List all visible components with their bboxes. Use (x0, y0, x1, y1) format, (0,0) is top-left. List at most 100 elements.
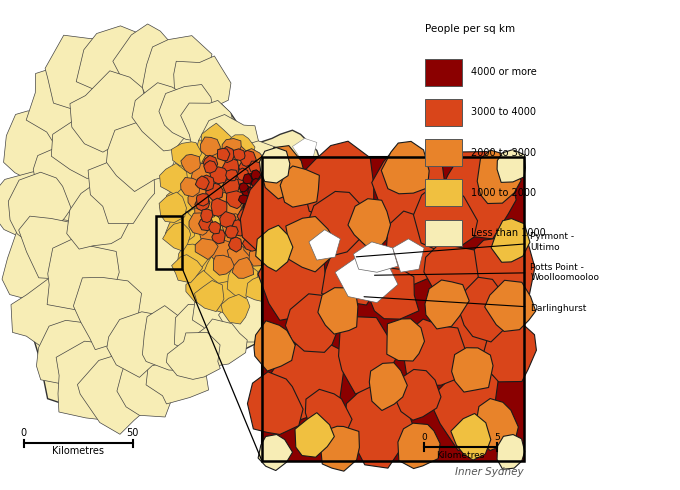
Polygon shape (146, 333, 209, 404)
Polygon shape (369, 363, 407, 411)
Polygon shape (217, 229, 243, 258)
Polygon shape (258, 435, 292, 470)
Polygon shape (491, 219, 530, 262)
Polygon shape (452, 348, 493, 392)
Polygon shape (232, 257, 254, 278)
Polygon shape (243, 203, 252, 212)
Polygon shape (239, 150, 256, 167)
Polygon shape (348, 199, 390, 247)
Polygon shape (262, 200, 274, 215)
Polygon shape (393, 239, 424, 272)
Polygon shape (205, 143, 241, 178)
Polygon shape (387, 319, 424, 361)
Polygon shape (398, 423, 440, 468)
Text: Pyrmont -
Ultimo: Pyrmont - Ultimo (356, 232, 575, 257)
Polygon shape (67, 181, 133, 249)
Polygon shape (88, 153, 154, 223)
Text: 0: 0 (421, 433, 427, 441)
Polygon shape (322, 234, 387, 305)
Polygon shape (202, 155, 228, 180)
Polygon shape (2, 229, 76, 302)
Bar (425, 220, 462, 246)
Polygon shape (209, 221, 220, 234)
Polygon shape (214, 255, 235, 275)
Polygon shape (254, 321, 295, 371)
Polygon shape (276, 171, 301, 191)
Polygon shape (220, 147, 235, 163)
Polygon shape (354, 242, 398, 272)
Polygon shape (242, 236, 260, 251)
Polygon shape (253, 185, 275, 207)
Polygon shape (19, 37, 333, 403)
Polygon shape (195, 196, 210, 211)
Text: Less than 1000: Less than 1000 (471, 228, 545, 238)
Polygon shape (228, 237, 242, 252)
Polygon shape (263, 211, 280, 229)
Polygon shape (222, 139, 241, 156)
Polygon shape (181, 100, 234, 153)
Polygon shape (212, 230, 225, 244)
Polygon shape (107, 312, 172, 377)
Polygon shape (256, 186, 264, 196)
Polygon shape (188, 187, 209, 210)
Polygon shape (280, 187, 309, 220)
Polygon shape (181, 154, 201, 174)
Polygon shape (194, 280, 224, 312)
Polygon shape (210, 167, 228, 184)
Polygon shape (11, 278, 83, 351)
Polygon shape (305, 390, 352, 442)
Polygon shape (372, 148, 445, 228)
Bar (262, 157, 524, 461)
Polygon shape (258, 210, 270, 221)
Polygon shape (271, 203, 316, 255)
Polygon shape (255, 195, 273, 213)
Polygon shape (386, 211, 448, 288)
Polygon shape (321, 426, 360, 471)
Polygon shape (252, 170, 268, 187)
Polygon shape (262, 248, 291, 277)
Polygon shape (318, 288, 358, 334)
Polygon shape (254, 257, 301, 298)
Polygon shape (199, 223, 222, 249)
Polygon shape (220, 212, 236, 227)
Polygon shape (256, 211, 290, 246)
Polygon shape (247, 240, 282, 271)
Polygon shape (37, 320, 97, 385)
Polygon shape (240, 202, 260, 222)
Polygon shape (190, 251, 230, 285)
Bar (425, 59, 462, 86)
Polygon shape (232, 220, 248, 236)
Text: People per sq km: People per sq km (425, 24, 515, 34)
Polygon shape (255, 232, 272, 249)
Polygon shape (249, 161, 262, 174)
Polygon shape (425, 280, 469, 329)
Polygon shape (257, 168, 279, 189)
Polygon shape (241, 186, 252, 196)
Polygon shape (237, 272, 292, 318)
Polygon shape (191, 163, 215, 187)
Polygon shape (192, 175, 219, 202)
Polygon shape (245, 158, 268, 183)
Polygon shape (262, 225, 282, 246)
Polygon shape (251, 178, 260, 188)
Polygon shape (212, 192, 242, 222)
Text: Darlinghurst: Darlinghurst (364, 297, 587, 313)
Polygon shape (429, 366, 498, 451)
Polygon shape (263, 186, 273, 196)
Polygon shape (262, 198, 273, 209)
Polygon shape (243, 233, 267, 257)
Polygon shape (194, 140, 226, 171)
Polygon shape (234, 208, 268, 247)
Polygon shape (199, 217, 214, 231)
Bar (156, 216, 182, 269)
Polygon shape (225, 226, 238, 238)
Polygon shape (239, 183, 248, 192)
Polygon shape (78, 354, 154, 434)
Polygon shape (222, 158, 239, 176)
Polygon shape (186, 270, 222, 303)
Polygon shape (222, 177, 239, 196)
Polygon shape (211, 240, 235, 263)
Polygon shape (254, 181, 265, 193)
Polygon shape (203, 181, 235, 209)
Polygon shape (160, 163, 188, 195)
